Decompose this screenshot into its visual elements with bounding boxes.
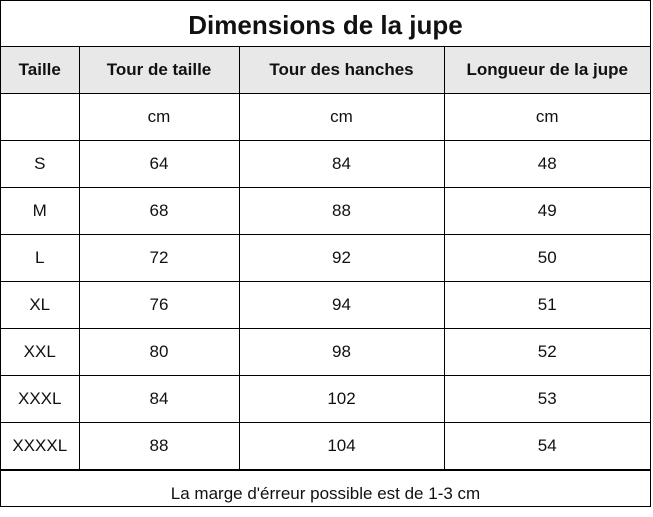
unit-cell: cm [238,93,445,141]
length-cell: 51 [443,281,650,329]
length-cell: 48 [443,140,650,188]
unit-cell: cm [443,93,650,141]
table-row: M 68 88 49 [1,187,650,235]
waist-cell: 72 [78,234,240,282]
hip-cell: 102 [238,375,445,423]
size-cell: XXXL [1,375,80,423]
table-row: XL 76 94 51 [1,281,650,329]
unit-cell: cm [78,93,240,141]
hip-cell: 94 [238,281,445,329]
hip-cell: 104 [238,422,445,470]
waist-cell: 76 [78,281,240,329]
size-cell: XL [1,281,80,329]
size-cell: L [1,234,80,282]
waist-cell: 88 [78,422,240,470]
length-cell: 53 [443,375,650,423]
length-cell: 52 [443,328,650,376]
size-table: Taille Tour de taille Tour des hanches L… [1,47,650,470]
column-header: Tour de taille [78,47,240,94]
column-header: Tour des hanches [238,47,445,94]
waist-cell: 80 [78,328,240,376]
table-row: L 72 92 50 [1,234,650,282]
length-cell: 50 [443,234,650,282]
header-row: Taille Tour de taille Tour des hanches L… [1,47,650,94]
unit-cell [1,93,80,141]
column-header: Taille [1,47,80,94]
hip-cell: 88 [238,187,445,235]
length-cell: 49 [443,187,650,235]
hip-cell: 92 [238,234,445,282]
size-cell: XXXXL [1,422,80,470]
length-cell: 54 [443,422,650,470]
size-chart: Dimensions de la jupe Taille Tour de tai… [0,0,651,507]
size-cell: M [1,187,80,235]
waist-cell: 84 [78,375,240,423]
table-row: XXXL 84 102 53 [1,375,650,423]
hip-cell: 84 [238,140,445,188]
table-row: XXXXL 88 104 54 [1,422,650,470]
waist-cell: 64 [78,140,240,188]
tolerance-note: La marge d'érreur possible est de 1-3 cm [1,470,650,516]
size-cell: S [1,140,80,188]
chart-title: Dimensions de la jupe [1,1,650,47]
hip-cell: 98 [238,328,445,376]
units-row: cm cm cm [1,93,650,141]
table-row: XXL 80 98 52 [1,328,650,376]
size-cell: XXL [1,328,80,376]
waist-cell: 68 [78,187,240,235]
table-row: S 64 84 48 [1,140,650,188]
column-header: Longueur de la jupe [443,47,650,94]
